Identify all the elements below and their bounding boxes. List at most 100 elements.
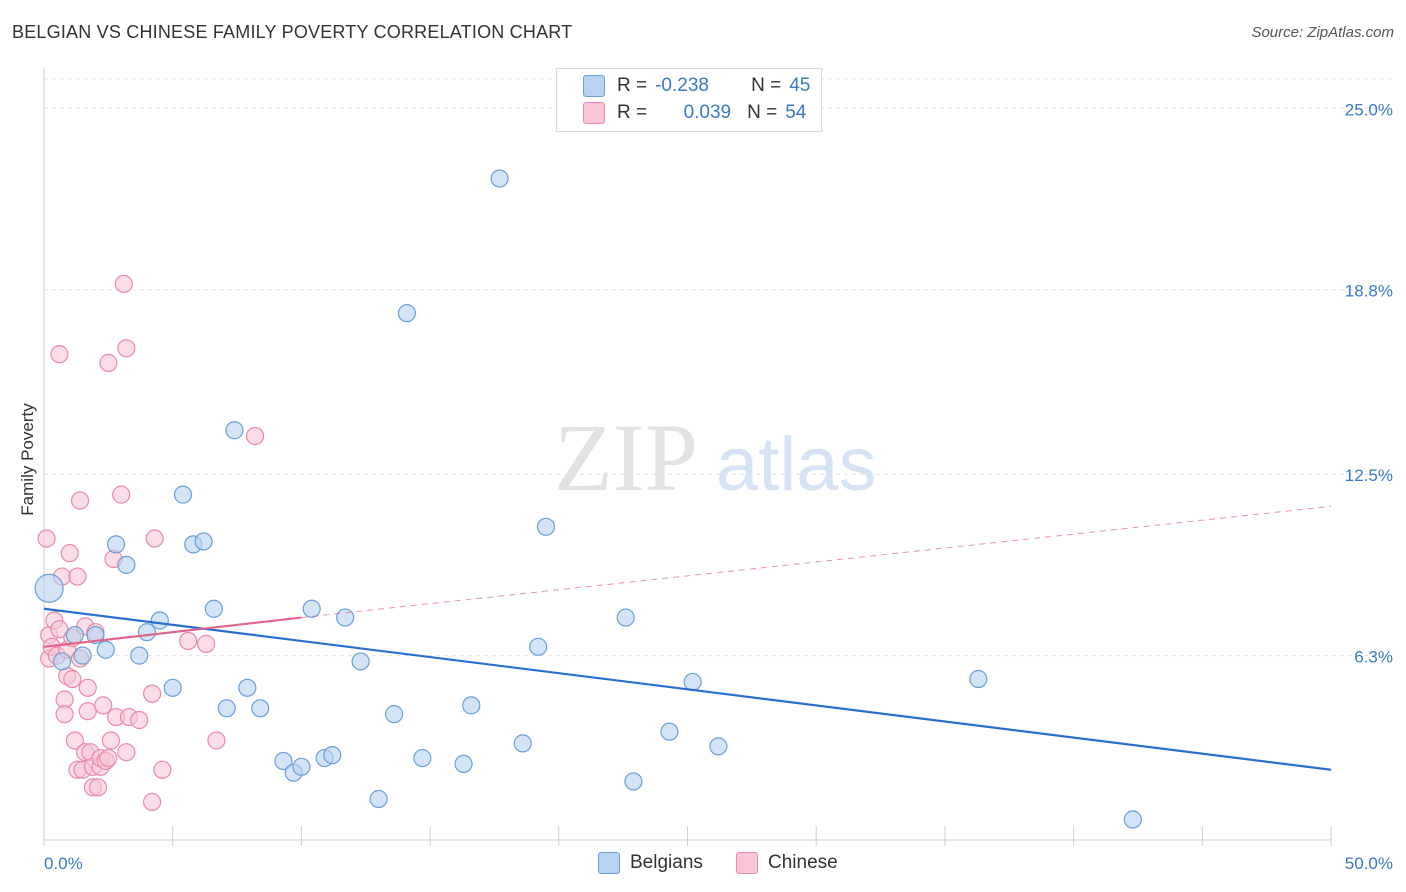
belgians-point: [217, 699, 236, 718]
y-tick-label: 25.0%: [1345, 100, 1393, 119]
belgians-point: [969, 669, 988, 689]
legend-n-label-belgians: N =: [751, 75, 782, 96]
belgians-point: [96, 640, 115, 659]
chinese-point: [145, 529, 164, 548]
belgians-point: [462, 696, 481, 715]
chinese-point: [78, 678, 97, 697]
chinese-trend-extension: [301, 505, 1332, 619]
belgians-point: [204, 599, 223, 618]
chart-title: BELGIAN VS CHINESE FAMILY POVERTY CORREL…: [12, 22, 573, 42]
belgians-point: [351, 652, 370, 671]
belgians-point: [86, 626, 105, 645]
belgians-point: [1123, 810, 1142, 829]
belgians-point: [65, 626, 84, 645]
trend-lines: [43, 505, 1332, 771]
chinese-point: [55, 705, 74, 724]
belgians-point: [194, 532, 213, 551]
belgians-point: [384, 705, 404, 724]
belgians-point: [52, 652, 72, 671]
chinese-point: [245, 426, 265, 446]
belgians-points: [34, 169, 1142, 829]
belgians-point: [369, 789, 388, 809]
axes: [43, 68, 1332, 846]
belgians-point: [150, 611, 169, 630]
x-tick-label: 0.0%: [44, 854, 83, 873]
chinese-point: [37, 529, 56, 548]
chinese-point: [94, 696, 113, 715]
chinese-point: [88, 778, 108, 797]
bottom-legend-label-belgians: Belgians: [630, 852, 703, 873]
chinese-point: [99, 748, 118, 768]
chinese-point: [143, 684, 162, 703]
legend-swatch-chinese: [583, 102, 605, 124]
belgians-point: [117, 555, 136, 574]
chinese-point: [101, 731, 121, 750]
belgians-point: [683, 672, 702, 692]
x-tick-label: 50.0%: [1345, 854, 1393, 873]
chinese-point: [143, 792, 162, 812]
bottom-legend-swatch-belgians: [598, 852, 620, 874]
chinese-point: [50, 345, 69, 364]
chinese-point: [117, 743, 136, 762]
belgians-trend-line: [43, 607, 1332, 771]
belgians-point: [660, 722, 679, 741]
legend-n-value-belgians: 45: [789, 75, 811, 96]
belgians-point: [513, 734, 532, 753]
y-tick-label: 18.8%: [1345, 282, 1393, 301]
belgians-point: [173, 485, 193, 504]
legend-n-value-chinese: 54: [785, 102, 807, 123]
watermark-zip: ZIP: [554, 404, 698, 511]
belgians-point: [302, 599, 321, 618]
chinese-point: [65, 731, 84, 750]
belgians-point: [238, 678, 257, 697]
chinese-point: [114, 274, 133, 293]
bottom-legend-belgians: Belgians: [598, 852, 703, 874]
belgians-point: [624, 772, 643, 791]
belgians-point: [397, 304, 417, 323]
belgians-point: [616, 608, 635, 627]
chinese-point: [68, 567, 87, 586]
chinese-point: [153, 760, 172, 779]
chinese-point: [197, 634, 216, 653]
legend-r-value-belgians: -0.238: [655, 75, 709, 96]
belgians-point: [251, 699, 270, 718]
belgians-point: [34, 573, 64, 603]
chinese-trend-line: [43, 616, 302, 648]
belgians-point: [336, 608, 355, 627]
belgians-point: [73, 646, 92, 665]
belgians-point: [536, 517, 556, 536]
belgians-point: [292, 757, 311, 776]
legend: R = -0.238 N = 45 R = 0.039 N = 54: [556, 68, 822, 132]
y-tick-label: 12.5%: [1345, 466, 1393, 485]
grid-lines: [44, 78, 1395, 657]
legend-swatch-belgians: [583, 75, 605, 97]
legend-r-label-chinese: R =: [617, 102, 648, 123]
bottom-legend-chinese: Chinese: [736, 852, 838, 874]
x-tick-labels: 0.0% 50.0%: [44, 854, 1393, 873]
belgians-point: [130, 646, 149, 665]
bottom-legend-label-chinese: Chinese: [768, 852, 838, 873]
bottom-legend-swatch-chinese: [736, 852, 758, 874]
belgians-point: [274, 751, 293, 771]
chinese-point: [117, 339, 136, 358]
chinese-point: [70, 491, 90, 510]
legend-n-label-chinese: N =: [747, 102, 778, 123]
chinese-point: [99, 353, 118, 373]
chinese-points: [37, 274, 265, 812]
chinese-point: [63, 669, 82, 689]
legend-row-belgians: R = -0.238 N = 45: [583, 73, 810, 99]
belgians-point: [413, 748, 432, 768]
belgians-point: [529, 637, 548, 656]
legend-row-chinese: R = 0.039 N = 54: [583, 100, 806, 126]
belgians-point: [454, 754, 473, 774]
chinese-point: [112, 485, 131, 504]
belgians-point: [490, 169, 509, 188]
chinese-point: [130, 710, 149, 730]
chinese-point: [60, 544, 79, 563]
legend-r-label-belgians: R =: [617, 75, 648, 96]
belgians-point: [106, 535, 126, 554]
belgians-point: [323, 746, 342, 765]
y-tick-labels: 6.3% 12.5% 18.8% 25.0%: [1345, 100, 1393, 666]
belgians-point: [163, 678, 182, 697]
